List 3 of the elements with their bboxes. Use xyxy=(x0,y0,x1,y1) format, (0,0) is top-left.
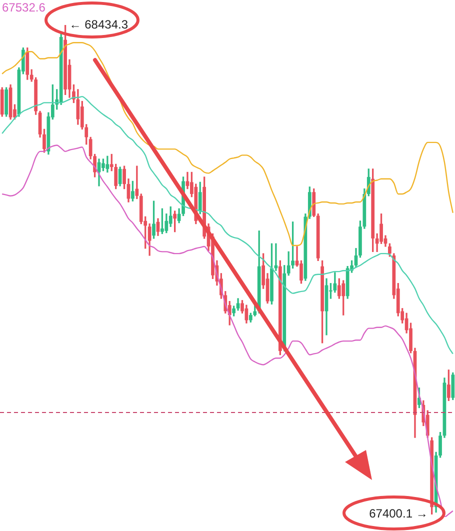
annotation: 67400.1 → xyxy=(369,506,428,520)
text: 67532.6 xyxy=(2,0,46,14)
annotation: ← 68434.3 xyxy=(69,17,128,32)
